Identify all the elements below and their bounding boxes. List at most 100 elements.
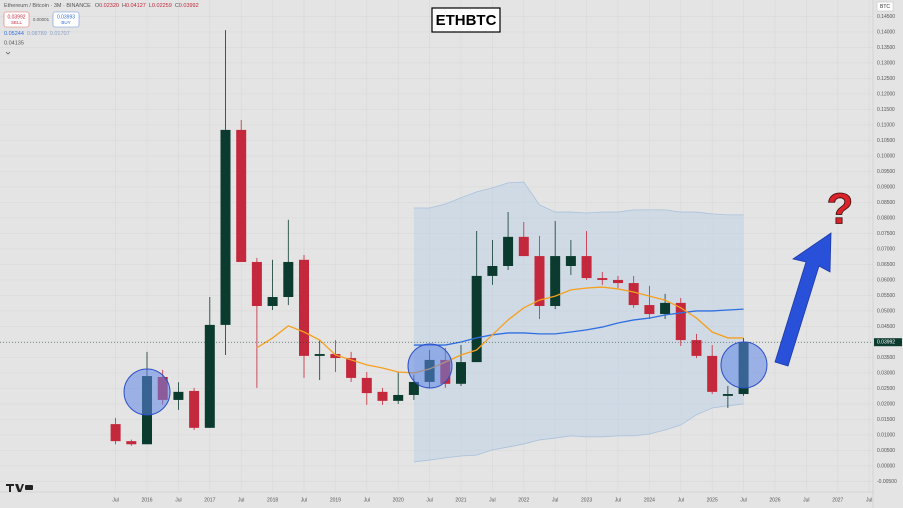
candle-body	[330, 354, 341, 359]
candle-body	[189, 390, 200, 428]
band-value: 0.08789	[27, 31, 47, 37]
plot	[0, 30, 873, 463]
candle-body	[298, 259, 309, 356]
buy-label[interactable]: BUY	[61, 20, 70, 25]
x-tick-label: 2021	[455, 497, 466, 503]
candle-body	[628, 283, 639, 306]
candle-body	[565, 256, 576, 266]
band-fill	[492, 182, 509, 450]
sell-button[interactable]: 0.03992 SELL	[3, 11, 30, 28]
y-tick-label: 0.06500	[877, 262, 895, 268]
candle-body	[173, 391, 184, 400]
band-value: 0.01707	[50, 31, 70, 37]
band-fill	[476, 187, 493, 456]
candle-body	[691, 340, 702, 356]
candle-body	[660, 302, 671, 315]
y-tick-label: 0.07000	[877, 246, 895, 252]
candle-body	[314, 354, 325, 356]
x-tick-label: 2023	[581, 497, 592, 503]
band-fill	[617, 209, 634, 436]
x-tick-label: Jul	[426, 497, 432, 503]
candle-body	[722, 394, 733, 396]
candle-body	[377, 391, 388, 401]
x-tick-label: 2025	[707, 497, 718, 503]
candle-body	[534, 256, 545, 306]
band-fill	[570, 212, 587, 437]
x-tick-label: Jul	[112, 497, 118, 503]
band-fill	[633, 209, 650, 436]
spread: 0.00001	[33, 17, 50, 22]
buy-price[interactable]: 0.03993	[57, 14, 75, 20]
candle-body	[204, 324, 215, 428]
band-fill	[429, 203, 446, 461]
band-lower	[413, 403, 744, 463]
overlay-line	[413, 308, 744, 346]
x-tick-label: Jul	[803, 497, 809, 503]
x-tick-label: Jul	[175, 497, 181, 503]
collapse-chevron[interactable]	[5, 51, 11, 55]
candle-body	[675, 302, 686, 341]
band-fill	[413, 208, 430, 462]
question-mark: ?	[827, 185, 854, 234]
y-tick-label: 0.04500	[877, 324, 895, 330]
y-tick-label: 0.05500	[877, 293, 895, 299]
currency[interactable]: BTC	[880, 4, 890, 10]
ohlc-value: 0.02320	[99, 3, 119, 9]
buy-button[interactable]: 0.03993 BUY	[52, 11, 80, 28]
x-tick-label: Jul	[615, 497, 621, 503]
sell-price[interactable]: 0.03992	[7, 14, 25, 20]
currency-box[interactable]	[876, 1, 894, 12]
last-price-label: 0.03992	[877, 340, 895, 346]
y-tick-label: 0.08000	[877, 215, 895, 221]
highlight-circle	[720, 341, 768, 389]
price-axis: -0.00500 0.00000 0.00500 0.01000 0.01500 0.02…	[874, 14, 902, 485]
candle-body	[220, 129, 231, 325]
logo	[6, 484, 33, 492]
candle-body	[251, 261, 262, 306]
highlight-circle	[407, 343, 453, 389]
candle-body	[126, 441, 137, 445]
x-tick-label: Jul	[489, 497, 495, 503]
band-fill	[680, 212, 697, 426]
candle-body	[707, 355, 718, 392]
x-tick-label: 2018	[267, 497, 278, 503]
candle-body	[518, 236, 529, 257]
candle-body	[487, 265, 498, 276]
y-tick-label: 0.01500	[877, 417, 895, 423]
band-fill	[523, 181, 540, 444]
y-tick-label: 0.10000	[877, 153, 895, 159]
candle-body	[361, 377, 372, 394]
x-tick-label: Jul	[364, 497, 370, 503]
candle-body	[471, 275, 482, 363]
x-tick-label: Jul	[678, 497, 684, 503]
x-tick-label: 2027	[832, 497, 843, 503]
band-value: 0.05244	[4, 31, 24, 37]
candle-body	[236, 129, 247, 262]
x-tick-label: 2024	[644, 497, 655, 503]
band-fill	[460, 191, 477, 457]
y-tick-label: 0.13000	[877, 60, 895, 66]
sell-box[interactable]	[3, 11, 30, 28]
candle-body	[393, 394, 404, 401]
candle-body	[408, 381, 419, 395]
band-fill	[555, 212, 571, 439]
title-box	[431, 7, 501, 33]
y-tick-label: 0.00500	[877, 448, 895, 454]
band-fill	[586, 212, 603, 437]
y-tick-label: 0.01000	[877, 432, 895, 438]
price-axis-panel	[873, 0, 903, 508]
ohlc-label: H	[122, 3, 126, 9]
candle-body	[283, 261, 294, 297]
sell-label[interactable]: SELL	[11, 20, 23, 25]
band-fill	[445, 197, 461, 458]
x-tick-label: Jul	[740, 497, 746, 503]
candle-body	[581, 256, 592, 279]
y-tick-label: 0.10500	[877, 138, 895, 144]
candle-body	[503, 236, 514, 266]
candle-body	[346, 358, 357, 378]
buy-box[interactable]	[52, 11, 80, 28]
ohlc-value: 0.02259	[152, 3, 172, 9]
candle-body	[550, 256, 561, 306]
y-tick-label: 0.12500	[877, 76, 895, 82]
